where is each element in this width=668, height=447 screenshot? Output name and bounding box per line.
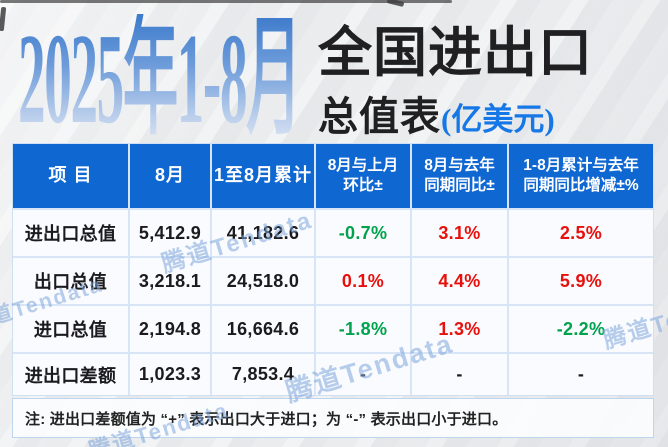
table-cell: 0.1% xyxy=(316,258,410,304)
col-header-cumulative-yoy: 1-8月累计与去年 同期同比增减±% xyxy=(509,144,653,208)
col-header-item: 项 目 xyxy=(13,144,128,208)
table-cell: 7,853.4 xyxy=(212,354,314,395)
table-cell: -0.7% xyxy=(316,210,410,256)
table-cell: 1.3% xyxy=(412,306,507,352)
row-label: 进出口差额 xyxy=(13,354,128,395)
row-label: 出口总值 xyxy=(13,258,128,304)
col-header-label: 8月 xyxy=(154,165,185,186)
col-header-mom: 8月与上月 环比± xyxy=(316,144,410,208)
col-header-august: 8月 xyxy=(130,144,210,208)
table-cell: 3.1% xyxy=(412,210,507,256)
title-period: 2025年1-8月 xyxy=(18,6,301,151)
photo-edge-artifact xyxy=(0,6,7,32)
col-header-cumulative: 1至8月累计 xyxy=(212,144,314,208)
table-cell: 1,023.3 xyxy=(130,354,210,395)
table-cell: - xyxy=(509,354,653,395)
table-cell: 5.9% xyxy=(509,258,653,304)
col-header-label: 项 目 xyxy=(48,165,93,186)
title-main: 全国进出口 xyxy=(318,23,593,83)
table-cell: - xyxy=(412,354,507,395)
col-header-label: 同期同比± xyxy=(424,177,495,194)
title-unit: (亿美元) xyxy=(441,102,555,138)
row-label: 进出口总值 xyxy=(13,210,128,256)
col-header-label: 环比± xyxy=(343,177,383,194)
photo-edge-artifact xyxy=(0,0,452,3)
footnote: 注: 进出口差额值为 “+” 表示出口大于进口；为 “-” 表示出口小于进口。 xyxy=(13,399,653,437)
import-export-table: 项 目 8月 1至8月累计 8月与上月 环比± 8月与去年 同期同比± 1-8月… xyxy=(13,144,653,395)
table-cell: - xyxy=(316,354,410,395)
table-cell: 2,194.8 xyxy=(130,306,210,352)
table-cell: -1.8% xyxy=(316,306,410,352)
photo-edge-artifact xyxy=(386,0,405,7)
col-header-label: 8月与上月 xyxy=(327,156,399,174)
title-sub: 总值表 xyxy=(318,94,441,140)
col-header-label: 同期同比增减±% xyxy=(523,177,639,194)
col-header-label: 1至8月累计 xyxy=(213,165,313,186)
table-cell: 24,518.0 xyxy=(212,258,314,304)
table-cell: 16,664.6 xyxy=(212,306,314,352)
table-cell: -2.2% xyxy=(509,306,653,352)
title-subline: 总值表 (亿美元) xyxy=(318,84,658,142)
table-cell: 5,412.9 xyxy=(130,210,210,256)
col-header-label: 1-8月累计与去年 xyxy=(523,156,639,174)
table-cell: 3,218.1 xyxy=(130,258,210,304)
table-cell: 4.4% xyxy=(412,258,507,304)
row-label: 进口总值 xyxy=(13,306,128,352)
table-cell: 2.5% xyxy=(509,210,653,256)
table-cell: 41,182.6 xyxy=(212,210,314,256)
col-header-label: 8月与去年 xyxy=(424,156,495,174)
title-block: 全国进出口 总值表 (亿美元) xyxy=(318,24,658,142)
col-header-yoy: 8月与去年 同期同比± xyxy=(412,144,507,208)
